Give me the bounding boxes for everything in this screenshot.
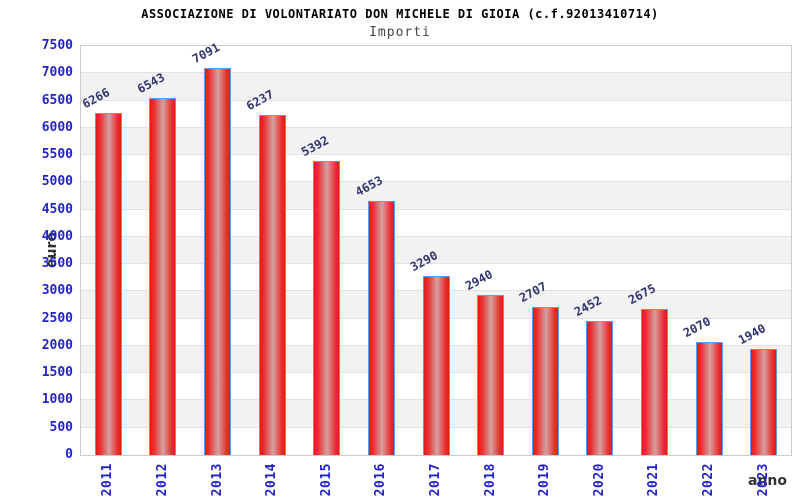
x-tick-label-2018: 2018	[482, 463, 498, 497]
y-tick-label: 4000	[41, 228, 73, 244]
plot-area: 6266 6543 7091 6237 5392 4653 3290 2940 2707 2452…	[80, 40, 792, 456]
y-tick-label: 3000	[41, 283, 73, 299]
plot-band	[81, 155, 791, 183]
chart-title: ASSOCIAZIONE DI VOLONTARIATO DON MICHELE…	[141, 7, 659, 21]
y-tick-label: 6500	[41, 92, 73, 108]
x-tick-label-2015: 2015	[318, 463, 334, 497]
y-tick-label: 3500	[41, 256, 73, 272]
y-tick-label: 4500	[41, 201, 73, 217]
gridline	[81, 126, 791, 128]
y-tick-label: 500	[49, 419, 73, 435]
y-tick-label: 1000	[41, 392, 73, 408]
gridline	[81, 208, 791, 210]
bar-2017	[422, 275, 450, 455]
bar-2016	[367, 201, 395, 455]
gridline	[81, 235, 791, 237]
x-tick-label-2022: 2022	[701, 463, 717, 497]
x-tick-label-2023: 2023	[755, 463, 771, 497]
x-tick-label-2011: 2011	[100, 463, 116, 497]
bar-2019	[531, 307, 559, 455]
y-tick-label: 5500	[41, 147, 73, 163]
x-tick-label-2020: 2020	[591, 463, 607, 497]
plot-band	[81, 73, 791, 101]
y-tick-label: 7000	[41, 65, 73, 81]
x-tick-label-2017: 2017	[428, 463, 443, 497]
plot-band	[81, 182, 791, 210]
plot-band	[81, 46, 791, 74]
y-tick-label: 5000	[41, 174, 73, 190]
bar-2011	[94, 113, 122, 455]
x-tick-label-2021: 2021	[646, 463, 662, 497]
plot-band	[81, 209, 791, 237]
bar-2012	[149, 98, 177, 455]
chart-subtitle: Importi	[369, 25, 431, 40]
x-tick-label-2012: 2012	[154, 463, 170, 497]
plot-band	[81, 127, 791, 156]
x-tick-label-2019: 2019	[537, 463, 553, 497]
plot-band	[81, 236, 791, 265]
bar-2015	[313, 160, 341, 455]
x-axis-label: anno	[748, 473, 787, 489]
bar-2014	[258, 114, 286, 455]
x-tick-label-2016: 2016	[373, 463, 389, 497]
gridline	[81, 99, 791, 101]
y-tick-label: 2500	[41, 310, 73, 326]
y-tick-label: 1500	[41, 365, 73, 381]
y-tick-label: 2000	[41, 337, 73, 353]
y-tick-label: 0	[65, 447, 73, 462]
bar-2013	[204, 68, 232, 455]
bar-2021	[640, 309, 668, 455]
gridline	[81, 181, 791, 183]
gridline	[81, 72, 791, 74]
x-tick-label-2013: 2013	[209, 463, 225, 497]
bar-2023	[750, 349, 778, 455]
y-tick-label: 6000	[41, 119, 73, 135]
gridline	[81, 263, 791, 265]
bar-2020	[586, 321, 614, 455]
bar-2022	[695, 342, 723, 455]
plot-band	[81, 100, 791, 128]
x-tick-label-2014: 2014	[264, 463, 280, 497]
bar-2018	[477, 294, 505, 455]
y-tick-label: 7500	[41, 38, 73, 53]
gridline	[81, 154, 791, 156]
